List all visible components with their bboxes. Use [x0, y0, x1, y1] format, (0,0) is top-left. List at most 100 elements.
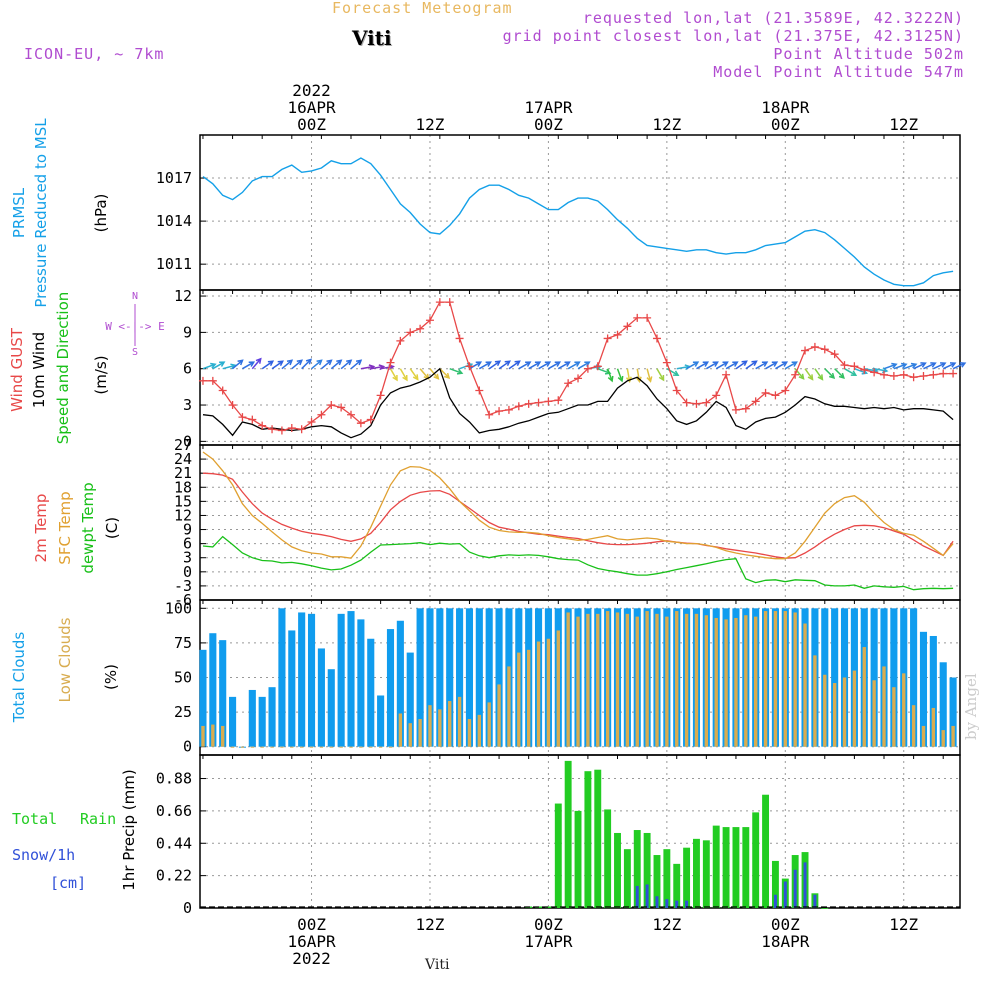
- wind-gust-marker: [820, 345, 829, 354]
- wind-arrow-head: [248, 361, 256, 367]
- wind-direction-arrow: [439, 368, 450, 379]
- wind-arrow-head: [544, 361, 552, 367]
- wind-gust-marker: [949, 369, 958, 378]
- wind-direction-arrow: [903, 363, 917, 370]
- wind-arrow-head: [296, 359, 304, 366]
- low-cloud-bar: [359, 746, 363, 748]
- bottom-time-label: 12Z: [652, 915, 681, 934]
- low-cloud-bar: [388, 746, 393, 748]
- total-cloud-bar: [929, 635, 937, 747]
- wind-arrow-head: [514, 360, 521, 367]
- top-time-label: 17APR: [524, 98, 573, 117]
- y-tick-label: 27: [174, 436, 192, 454]
- low-cloud-bar: [526, 649, 531, 747]
- wind-direction-arrow: [301, 358, 312, 370]
- wind-arrow-head: [219, 361, 226, 367]
- wind-direction-arrow: [824, 368, 835, 379]
- wind-gust-marker: [909, 373, 918, 382]
- compass-n: N: [132, 291, 138, 302]
- total-cloud-bar: [317, 648, 325, 747]
- wind-gust-marker: [722, 370, 731, 379]
- wind-arrow-head: [850, 370, 858, 376]
- low-cloud-bar: [418, 719, 422, 747]
- wind-arrow-head: [326, 359, 333, 366]
- total-cloud-bar: [278, 608, 286, 747]
- low-cloud-bar: [862, 647, 866, 747]
- low-cloud-bar: [517, 652, 521, 747]
- top-time-label: 12Z: [416, 115, 445, 134]
- total-cloud-bar: [199, 649, 207, 747]
- wind-direction-arrow: [745, 360, 757, 370]
- low-cloud-bar: [605, 611, 610, 747]
- wind-direction-arrow: [656, 368, 665, 381]
- rain-bar: [732, 827, 740, 908]
- total-cloud-bar: [475, 608, 483, 747]
- wind-gust-marker: [801, 346, 810, 355]
- wind-gust-marker: [919, 371, 928, 380]
- wind-arrow-head: [402, 374, 408, 382]
- model-altitude: Model Point Altitude 547m: [713, 63, 964, 81]
- clouds-unit-label: (%): [102, 664, 120, 690]
- wind-gust-marker: [504, 405, 513, 414]
- y-tick-label: 9: [183, 521, 192, 539]
- snow-bar: [773, 894, 777, 908]
- wind-gust-marker: [741, 404, 750, 413]
- low-cloud-bar: [556, 630, 560, 747]
- wind-arrow-head: [751, 360, 758, 367]
- low-cloud-bar: [842, 677, 847, 747]
- wind-arrow-head: [475, 361, 483, 367]
- total-cloud-bar: [219, 640, 227, 747]
- total-cloud-bar: [939, 662, 947, 747]
- low-cloud-bar: [714, 617, 718, 747]
- wind-gust-marker: [850, 362, 859, 371]
- low-cloud-bar: [467, 719, 472, 747]
- wind-gust-marker: [228, 401, 237, 410]
- wind-arrow-head: [791, 361, 798, 367]
- wind-arrow-head: [940, 362, 947, 368]
- temp-dewpt-line: [202, 535, 954, 591]
- bottom-time-label: 17APR: [524, 932, 573, 951]
- snow-bar: [645, 884, 649, 908]
- rain-bar: [722, 827, 730, 908]
- y-tick-label: 100: [165, 599, 192, 617]
- rain-bar: [821, 908, 829, 909]
- wind-gust-marker: [248, 415, 257, 424]
- temp-sfc-label: SFC Temp: [56, 491, 74, 564]
- y-tick-label: 12: [174, 506, 192, 524]
- low-cloud-bar: [211, 724, 215, 747]
- wind-gust-label: Wind GUST: [8, 327, 26, 412]
- pressure-label-prmsl: PRMSL: [10, 187, 28, 238]
- top-time-label: 00Z: [771, 115, 800, 134]
- wind-arrow-head: [237, 359, 244, 366]
- low-cloud-bar: [655, 613, 659, 747]
- wind-gust-marker: [287, 424, 296, 433]
- low-cloud-bar: [230, 746, 235, 748]
- wind-direction-arrow: [952, 362, 966, 370]
- total-clouds-label: Total Clouds: [10, 632, 28, 724]
- wind-arrow-head: [781, 361, 789, 367]
- bottom-time-label: 00Z: [771, 915, 800, 934]
- wind-arrow-head: [646, 376, 653, 383]
- wind-direction-arrow: [242, 361, 255, 370]
- low-cloud-bar: [724, 619, 728, 747]
- wind-gust-marker: [455, 334, 464, 343]
- total-cloud-bar: [485, 608, 493, 747]
- total-cloud-bar: [288, 630, 296, 747]
- low-cloud-bar: [665, 616, 669, 747]
- low-cloud-bar: [615, 612, 620, 747]
- wind-gust-marker: [613, 330, 622, 339]
- wind-gust-marker: [840, 361, 849, 370]
- bottom-time-label: 00Z: [297, 915, 326, 934]
- low-cloud-bar: [852, 670, 857, 747]
- wind-arrow-head: [712, 361, 719, 367]
- low-cloud-bar: [221, 725, 225, 747]
- wind-direction-arrow: [557, 361, 570, 370]
- low-cloud-bar: [457, 696, 462, 747]
- y-tick-label: 21: [174, 464, 192, 482]
- wind-gust-marker: [416, 324, 425, 333]
- rain-bar: [693, 838, 700, 908]
- low-cloud-bar: [260, 746, 264, 748]
- y-tick-label: 18: [174, 478, 192, 496]
- wind-direction-arrow: [616, 368, 623, 382]
- wind-direction-arrow: [251, 358, 262, 370]
